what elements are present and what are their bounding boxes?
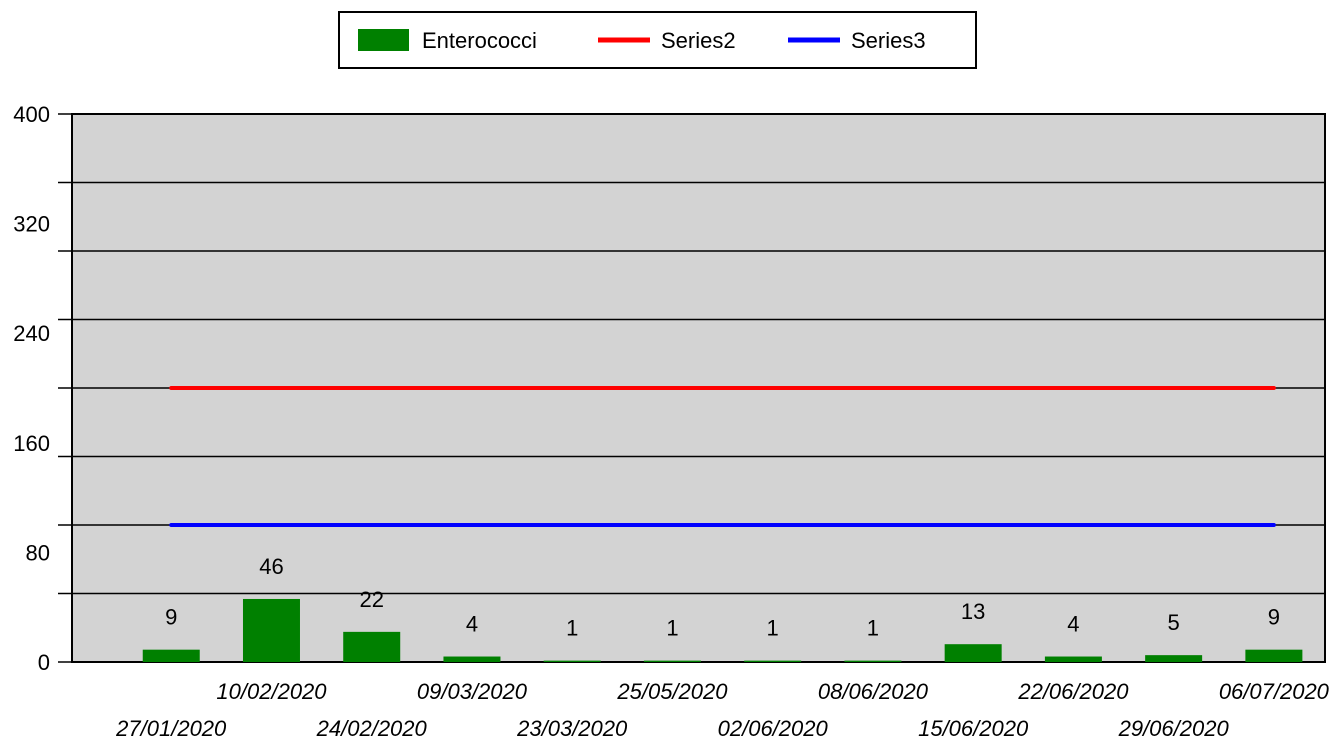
x-tick-label: 27/01/2020: [115, 716, 227, 741]
data-label: 1: [767, 616, 779, 641]
bar: [544, 661, 601, 662]
data-label: 22: [359, 587, 383, 612]
bar: [143, 650, 200, 662]
y-tick-label: 400: [13, 102, 50, 127]
y-tick-label: 160: [13, 431, 50, 456]
bar: [443, 657, 500, 662]
x-tick-label: 02/06/2020: [718, 716, 829, 741]
legend-label: Enterococci: [422, 28, 537, 53]
y-axis: 0 80 160 240 320 400: [13, 102, 50, 675]
data-label: 1: [566, 616, 578, 641]
data-label: 9: [165, 605, 177, 630]
bar: [1245, 650, 1302, 662]
y-tick-label: 80: [26, 540, 50, 565]
x-tick-label: 24/02/2020: [316, 716, 428, 741]
y-tick-label: 320: [13, 212, 50, 237]
x-tick-label: 15/06/2020: [918, 716, 1029, 741]
y-tick-label: 240: [13, 321, 50, 346]
bar: [243, 599, 300, 662]
data-label: 1: [867, 616, 879, 641]
legend: Enterococci Series2 Series3: [339, 12, 976, 68]
bar: [343, 632, 400, 662]
data-label: 46: [259, 554, 283, 579]
x-axis: 27/01/2020 10/02/2020 24/02/2020 09/03/2020…: [115, 679, 1330, 741]
bar: [1145, 655, 1202, 662]
data-label: 5: [1168, 610, 1180, 635]
bar: [644, 661, 701, 662]
x-tick-label: 10/02/2020: [216, 679, 327, 704]
legend-label: Series3: [851, 28, 926, 53]
x-tick-label: 08/06/2020: [818, 679, 929, 704]
data-label: 4: [1067, 612, 1079, 637]
bar: [844, 661, 901, 662]
x-tick-label: 09/03/2020: [417, 679, 528, 704]
x-tick-label: 23/03/2020: [516, 716, 628, 741]
x-tick-label: 25/05/2020: [616, 679, 728, 704]
data-label: 1: [666, 616, 678, 641]
x-tick-label: 06/07/2020: [1219, 679, 1330, 704]
legend-swatch: [358, 29, 409, 51]
data-label: 13: [961, 599, 985, 624]
bar: [1045, 657, 1102, 662]
bar: [945, 644, 1002, 662]
data-label: 4: [466, 612, 478, 637]
y-tick-label: 0: [38, 650, 50, 675]
legend-label: Series2: [661, 28, 736, 53]
data-label: 9: [1268, 605, 1280, 630]
bar: [744, 661, 801, 662]
x-tick-label: 29/06/2020: [1118, 716, 1230, 741]
x-tick-label: 22/06/2020: [1017, 679, 1129, 704]
